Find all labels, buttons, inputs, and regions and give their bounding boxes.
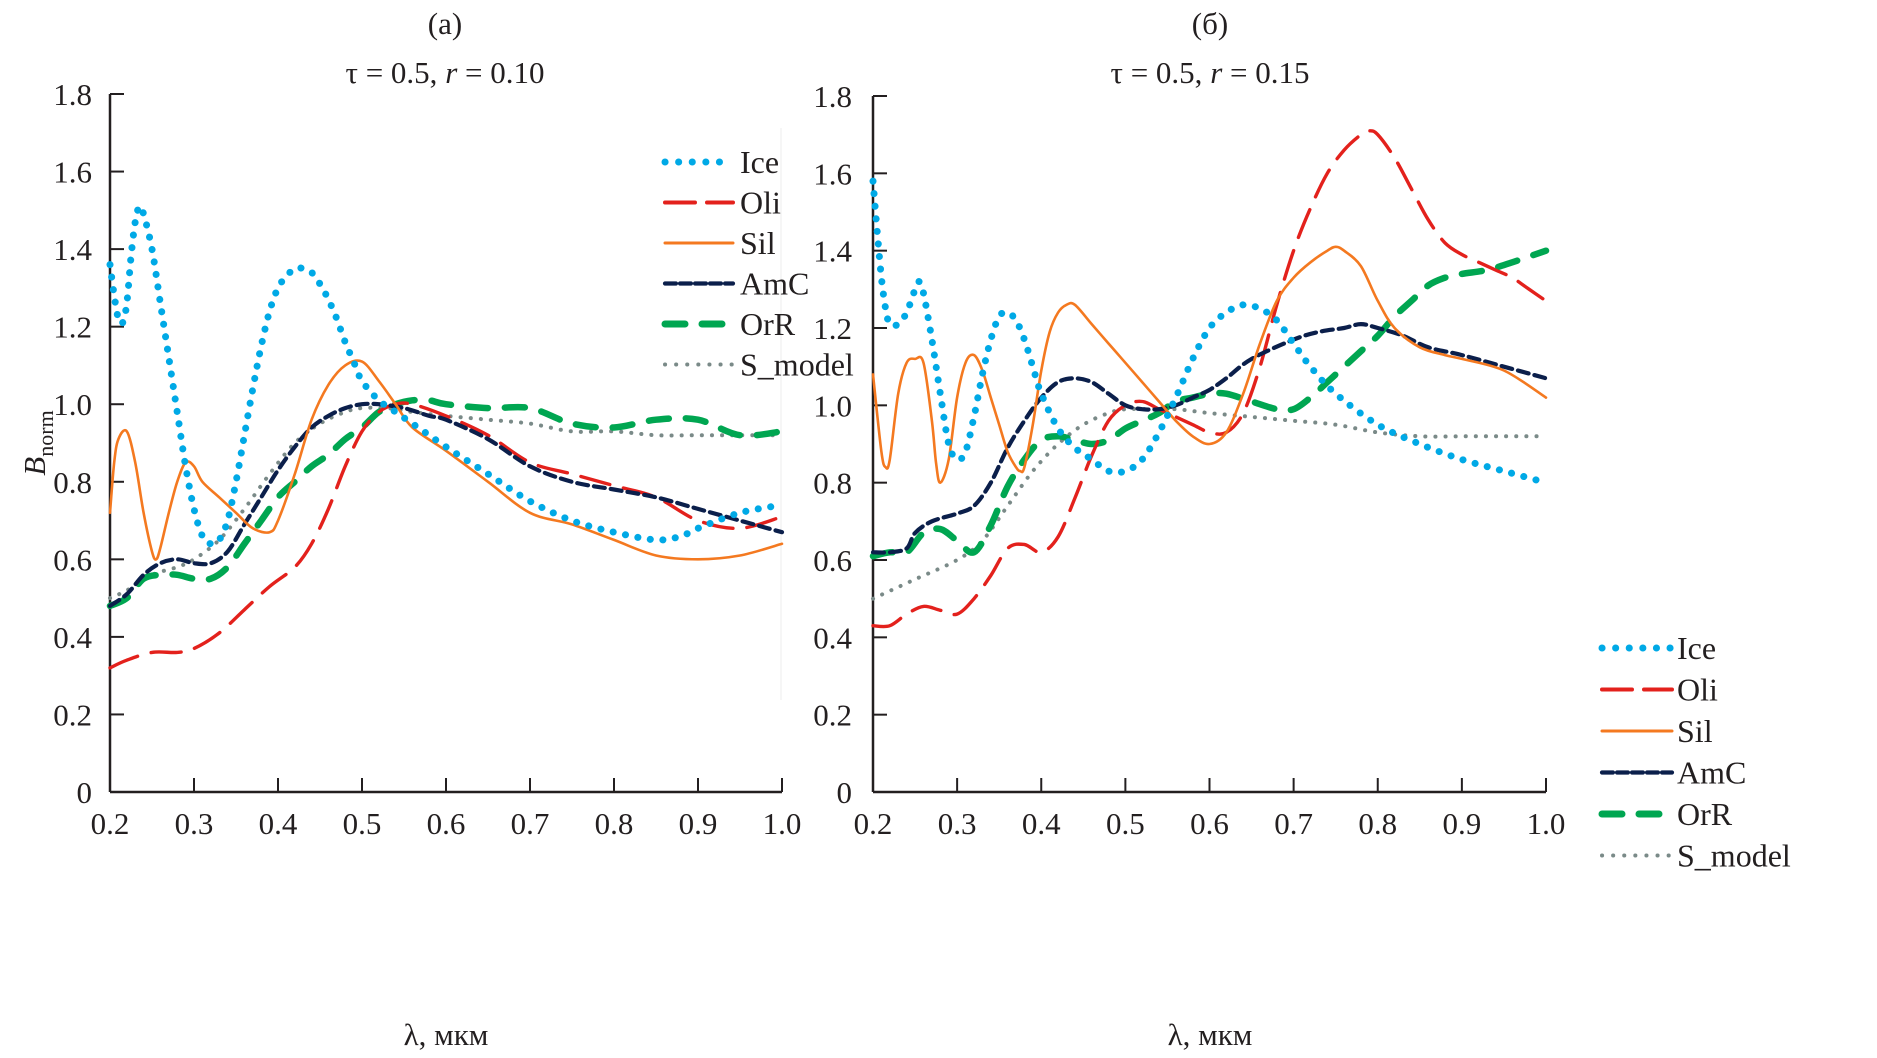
- y-tick-label: 1.6: [813, 156, 852, 191]
- panel-a: (a) τ = 0.5, r = 0.10 Bnorm λ, мкм 00.20…: [17, 6, 854, 1052]
- x-tick-label: 0.5: [343, 806, 382, 841]
- series-line-ice: [106, 202, 786, 548]
- x-tick-label: 0.8: [595, 806, 634, 841]
- y-tick-label: 1.2: [813, 311, 852, 346]
- panel-title-b-tau: τ = 0.5,: [1110, 55, 1210, 90]
- x-axis-title-a: λ, мкм: [404, 1017, 489, 1052]
- series-line-orr: [869, 247, 1550, 560]
- legend-item-sil: Sil: [663, 225, 776, 261]
- panel-title-a-r: r: [445, 55, 458, 90]
- legend-label: OrR: [1677, 796, 1733, 832]
- y-tick-label: 1.0: [53, 387, 92, 422]
- legend: Ice Oli Sil AmC OrR S_model: [661, 144, 854, 383]
- plot-area-b: 00.20.40.60.81.01.21.41.61.80.2 0.3 0.4 0.5…: [813, 79, 1791, 874]
- y-tick-label: 0: [837, 775, 853, 810]
- x-tick-label: 0.9: [679, 806, 718, 841]
- series-line-sil: [871, 245, 1548, 484]
- series-line-oli: [108, 401, 784, 670]
- y-tick-label: 0.2: [813, 698, 852, 733]
- panel-title-b: τ = 0.5, r = 0.15: [1110, 55, 1309, 90]
- series-line-amc: [107, 401, 785, 608]
- series-line-orr: [106, 396, 786, 610]
- y-axis-title-a-sub: norm: [33, 410, 58, 456]
- legend-item-oli: Oli: [1600, 672, 1718, 708]
- panel-label-a: (a): [428, 6, 462, 41]
- y-tick-label: 0.8: [813, 466, 852, 501]
- y-tick-label: 0.2: [53, 697, 92, 732]
- legend-label: Sil: [1677, 713, 1713, 749]
- legend-label: AmC: [1677, 755, 1746, 791]
- panel-title-b-r: r: [1210, 55, 1223, 90]
- legend-label: OrR: [740, 306, 796, 342]
- x-tick-label: 0.7: [1274, 806, 1313, 841]
- y-tick-label: 0.8: [53, 465, 92, 500]
- series-line-amc: [870, 322, 1549, 555]
- x-tick-label: 0.6: [427, 806, 466, 841]
- x-tick-label: 0.2: [91, 806, 130, 841]
- x-tick-label: 0.7: [511, 806, 550, 841]
- x-tick-label: 0.4: [1022, 806, 1061, 841]
- legend-item-oli: Oli: [663, 185, 781, 221]
- legend-item-ice: Ice: [1598, 630, 1716, 666]
- legend-item-amc: AmC: [1599, 755, 1746, 791]
- y-axis-title-a: Bnorm: [17, 410, 58, 475]
- legend-label: S_model: [740, 347, 854, 383]
- panel-title-b-r-value: = 0.15: [1222, 55, 1309, 90]
- plot-area-a: 00.20.40.60.81.01.21.41.61.80.2 0.3 0.4 0.5…: [53, 77, 854, 841]
- x-tick-label: 0.9: [1443, 806, 1482, 841]
- panel-b: (б) τ = 0.5, r = 0.15 λ, мкм 00.20.40.60…: [813, 6, 1791, 1052]
- series-line-ice: [869, 177, 1550, 487]
- legend-label: S_model: [1677, 838, 1791, 874]
- y-tick-label: 1.0: [813, 388, 852, 423]
- x-tick-label: 0.3: [938, 806, 977, 841]
- y-tick-label: 0.6: [53, 542, 92, 577]
- series-line-sil: [108, 359, 784, 561]
- x-tick-label: 1.0: [763, 806, 802, 841]
- y-tick-label: 1.4: [813, 234, 852, 269]
- legend-label: Ice: [1677, 630, 1716, 666]
- y-tick-label: 0.6: [813, 543, 852, 578]
- legend-item-s-model: S_model: [1600, 838, 1791, 874]
- y-tick-label: 1.4: [53, 232, 92, 267]
- y-tick-label: 0: [77, 775, 93, 810]
- x-axis-title-b: λ, мкм: [1168, 1017, 1253, 1052]
- x-tick-label: 0.2: [854, 806, 893, 841]
- series-line-s-model: [108, 405, 784, 601]
- legend-item-sil: Sil: [1600, 713, 1713, 749]
- x-tick-label: 0.4: [259, 806, 298, 841]
- legend-label: Ice: [740, 144, 779, 180]
- y-tick-label: 1.8: [813, 79, 852, 114]
- legend-item-ice: Ice: [661, 144, 779, 180]
- legend-item-orr: OrR: [1598, 796, 1733, 832]
- legend-item-orr: OrR: [661, 306, 796, 342]
- panel-title-a-r-value: = 0.10: [457, 55, 544, 90]
- x-tick-label: 0.5: [1106, 806, 1145, 841]
- y-tick-label: 1.2: [53, 310, 92, 345]
- x-tick-label: 0.3: [175, 806, 214, 841]
- legend-label: Oli: [1677, 672, 1718, 708]
- y-tick-label: 0.4: [813, 620, 852, 655]
- y-tick-label: 1.6: [53, 155, 92, 190]
- legend-label: Sil: [740, 225, 776, 261]
- y-axis-title-a-main: B: [17, 457, 52, 476]
- legend: Ice Oli Sil AmC OrR S_model: [1598, 630, 1791, 874]
- legend-label: Oli: [740, 185, 781, 221]
- panel-label-b: (б): [1192, 6, 1228, 41]
- y-tick-label: 0.4: [53, 620, 92, 655]
- x-tick-label: 1.0: [1527, 806, 1566, 841]
- series-line-oli: [871, 129, 1548, 629]
- legend-item-amc: AmC: [662, 266, 809, 302]
- panel-title-a-tau: τ = 0.5,: [345, 55, 445, 90]
- legend-label: AmC: [740, 266, 809, 302]
- legend-item-s-model: S_model: [663, 347, 854, 383]
- x-tick-label: 0.8: [1358, 806, 1397, 841]
- y-tick-label: 1.8: [53, 77, 92, 112]
- x-tick-label: 0.6: [1190, 806, 1229, 841]
- panel-title-a: τ = 0.5, r = 0.10: [345, 55, 544, 90]
